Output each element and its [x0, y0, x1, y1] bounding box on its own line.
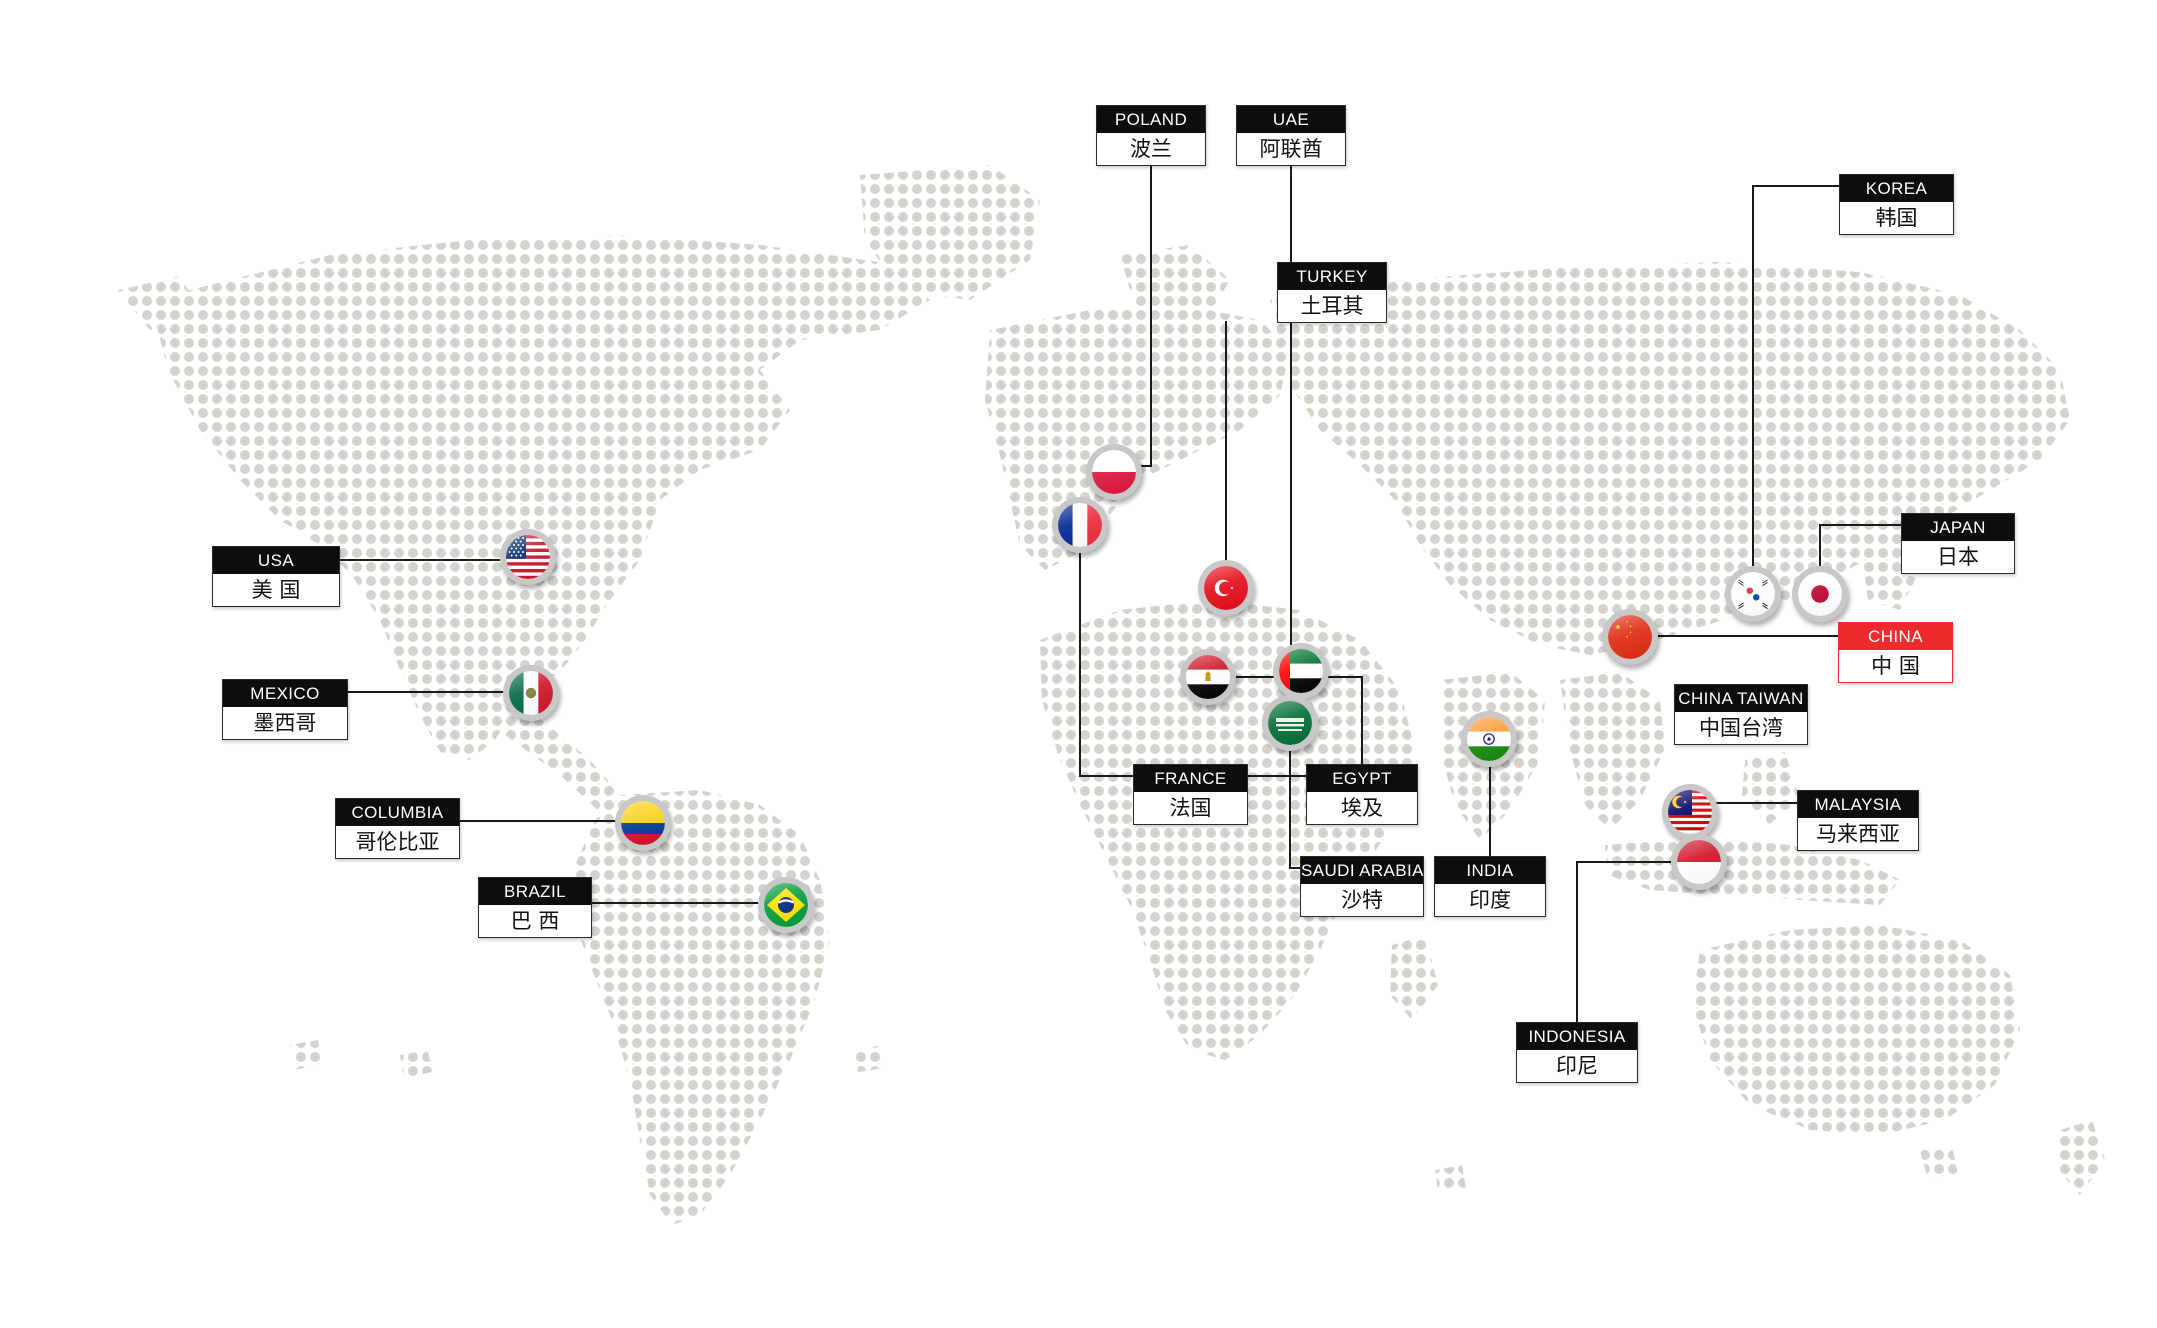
country-label-columbia[interactable]: COLUMBIA 哥伦比亚	[335, 798, 460, 859]
country-label-zh-japan: 日本	[1902, 541, 2014, 573]
country-label-en-china-taiwan: CHINA TAIWAN	[1675, 685, 1807, 712]
flag-pin-columbia[interactable]	[615, 795, 671, 851]
country-label-zh-mexico: 墨西哥	[223, 707, 347, 739]
country-label-zh-saudi-arabia: 沙特	[1301, 884, 1423, 916]
country-label-japan[interactable]: JAPAN 日本	[1901, 513, 2015, 574]
country-label-en-saudi-arabia: SAUDI ARABIA	[1301, 857, 1423, 884]
flag-japan-icon	[1798, 572, 1842, 616]
country-label-zh-india: 印度	[1435, 884, 1545, 916]
country-label-korea[interactable]: KOREA 韩国	[1839, 174, 1954, 235]
country-label-india[interactable]: INDIA 印度	[1434, 856, 1546, 917]
flag-korea-icon	[1731, 572, 1775, 616]
country-label-en-mexico: MEXICO	[223, 680, 347, 707]
flag-uae-icon	[1279, 649, 1323, 693]
flag-pin-india[interactable]	[1461, 711, 1517, 767]
country-label-zh-brazil: 巴 西	[479, 905, 591, 937]
flag-indonesia-icon	[1677, 840, 1721, 884]
flag-pin-china[interactable]	[1602, 609, 1658, 665]
flag-pin-mexico[interactable]	[503, 665, 559, 721]
country-label-en-japan: JAPAN	[1902, 514, 2014, 541]
flag-pin-poland[interactable]	[1086, 444, 1142, 500]
flag-pin-malaysia[interactable]	[1662, 784, 1718, 840]
country-label-egypt[interactable]: EGYPT 埃及	[1306, 764, 1418, 825]
country-label-china[interactable]: CHINA 中 国	[1838, 622, 1953, 683]
country-label-zh-france: 法国	[1134, 792, 1247, 824]
flag-malaysia-icon	[1668, 790, 1712, 834]
flag-pin-turkey[interactable]	[1198, 560, 1254, 616]
flag-usa-icon	[506, 535, 550, 579]
country-label-mexico[interactable]: MEXICO 墨西哥	[222, 679, 348, 740]
country-label-zh-columbia: 哥伦比亚	[336, 826, 459, 858]
country-label-china-taiwan[interactable]: CHINA TAIWAN 中国台湾	[1674, 684, 1808, 745]
flag-pin-brazil[interactable]	[758, 877, 814, 933]
flag-india-icon	[1467, 717, 1511, 761]
country-label-en-china: CHINA	[1839, 623, 1952, 650]
country-label-zh-korea: 韩国	[1840, 202, 1953, 234]
flag-brazil-icon	[764, 883, 808, 927]
country-label-en-poland: POLAND	[1097, 106, 1205, 133]
flag-mexico-icon	[509, 671, 553, 715]
flag-china-icon	[1608, 615, 1652, 659]
flag-pin-japan[interactable]	[1792, 566, 1848, 622]
country-label-france[interactable]: FRANCE 法国	[1133, 764, 1248, 825]
country-label-en-usa: USA	[213, 547, 339, 574]
flag-egypt-icon	[1186, 655, 1230, 699]
flag-saudi-icon	[1268, 701, 1312, 745]
country-label-zh-usa: 美 国	[213, 574, 339, 606]
country-label-turkey[interactable]: TURKEY 土耳其	[1277, 262, 1387, 323]
country-label-en-columbia: COLUMBIA	[336, 799, 459, 826]
country-label-poland[interactable]: POLAND 波兰	[1096, 105, 1206, 166]
country-label-en-indonesia: INDONESIA	[1517, 1023, 1637, 1050]
flag-pin-uae[interactable]	[1273, 643, 1329, 699]
country-label-saudi-arabia[interactable]: SAUDI ARABIA 沙特	[1300, 856, 1424, 917]
flag-pin-france[interactable]	[1052, 497, 1108, 553]
flag-pin-usa[interactable]	[500, 529, 556, 585]
country-label-usa[interactable]: USA 美 国	[212, 546, 340, 607]
country-label-uae[interactable]: UAE 阿联酋	[1236, 105, 1346, 166]
country-label-en-egypt: EGYPT	[1307, 765, 1417, 792]
flag-poland-icon	[1092, 450, 1136, 494]
country-label-en-korea: KOREA	[1840, 175, 1953, 202]
flag-turkey-icon	[1204, 566, 1248, 610]
flag-colombia-icon	[621, 801, 665, 845]
country-label-zh-china-taiwan: 中国台湾	[1675, 712, 1807, 744]
country-label-zh-turkey: 土耳其	[1278, 290, 1386, 322]
country-label-zh-poland: 波兰	[1097, 133, 1205, 165]
country-label-en-france: FRANCE	[1134, 765, 1247, 792]
country-label-en-uae: UAE	[1237, 106, 1345, 133]
flag-pin-korea[interactable]	[1725, 566, 1781, 622]
flag-pin-saudi[interactable]	[1262, 695, 1318, 751]
country-label-malaysia[interactable]: MALAYSIA 马来西亚	[1797, 790, 1919, 851]
country-label-brazil[interactable]: BRAZIL 巴 西	[478, 877, 592, 938]
country-label-zh-indonesia: 印尼	[1517, 1050, 1637, 1082]
flag-france-icon	[1058, 503, 1102, 547]
country-label-en-brazil: BRAZIL	[479, 878, 591, 905]
country-label-zh-china: 中 国	[1839, 650, 1952, 682]
flag-pin-indonesia[interactable]	[1671, 834, 1727, 890]
country-label-indonesia[interactable]: INDONESIA 印尼	[1516, 1022, 1638, 1083]
country-label-en-malaysia: MALAYSIA	[1798, 791, 1918, 818]
country-label-zh-egypt: 埃及	[1307, 792, 1417, 824]
country-label-en-turkey: TURKEY	[1278, 263, 1386, 290]
country-label-zh-uae: 阿联酋	[1237, 133, 1345, 165]
country-label-zh-malaysia: 马来西亚	[1798, 818, 1918, 850]
country-label-en-india: INDIA	[1435, 857, 1545, 884]
flag-pin-egypt[interactable]	[1180, 649, 1236, 705]
